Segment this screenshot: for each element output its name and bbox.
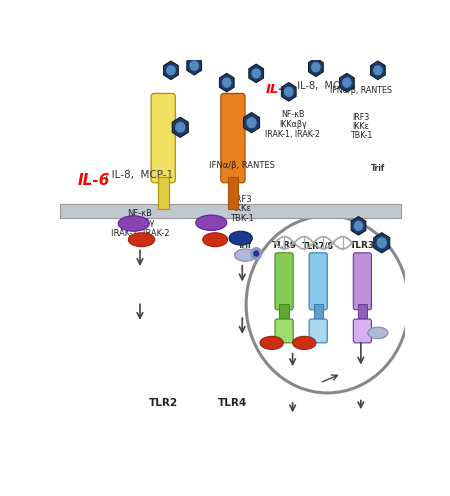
Text: MyD88: MyD88 [126, 257, 157, 266]
Ellipse shape [260, 336, 284, 349]
Polygon shape [249, 64, 264, 83]
Text: TBK-1: TBK-1 [230, 213, 254, 223]
FancyBboxPatch shape [221, 93, 245, 183]
Bar [60, 204, 401, 218]
Bar [279, 305, 289, 324]
FancyBboxPatch shape [275, 253, 293, 310]
Text: IRF3: IRF3 [233, 195, 252, 204]
Ellipse shape [234, 249, 256, 261]
Text: Tram: Tram [230, 258, 252, 267]
Text: Trif: Trif [238, 242, 252, 250]
Circle shape [377, 238, 386, 248]
Text: TLR2: TLR2 [148, 398, 178, 408]
Circle shape [167, 66, 175, 75]
Polygon shape [243, 113, 260, 133]
Text: Mal/TIRAP: Mal/TIRAP [113, 274, 154, 280]
Polygon shape [339, 73, 354, 92]
Circle shape [343, 78, 351, 87]
Ellipse shape [368, 327, 388, 339]
Text: IRF3: IRF3 [352, 113, 369, 122]
Text: IRAK-1, IRAK-2: IRAK-1, IRAK-2 [265, 129, 320, 138]
Polygon shape [351, 217, 366, 235]
Text: , IL-8,  MCP-1: , IL-8, MCP-1 [105, 171, 173, 181]
Text: Trif: Trif [371, 164, 385, 173]
Text: IKKαβγ: IKKαβγ [279, 120, 306, 128]
Text: IFNα/β, RANTES: IFNα/β, RANTES [209, 161, 275, 170]
Circle shape [374, 66, 382, 75]
Circle shape [312, 62, 320, 72]
Bar [358, 305, 367, 324]
FancyBboxPatch shape [309, 319, 327, 343]
Polygon shape [172, 117, 188, 137]
Circle shape [355, 221, 363, 230]
Circle shape [252, 69, 260, 78]
Text: TLR4: TLR4 [218, 398, 248, 408]
Circle shape [251, 248, 261, 259]
Text: MyD88: MyD88 [200, 257, 230, 266]
Text: NF-κB: NF-κB [127, 209, 153, 218]
Text: IFNα/β, RANTES: IFNα/β, RANTES [330, 86, 392, 95]
Text: TBK-1: TBK-1 [350, 131, 372, 140]
Circle shape [254, 251, 259, 256]
Text: Mal/TIRAP: Mal/TIRAP [191, 275, 232, 281]
Ellipse shape [196, 215, 227, 231]
Text: IRAK-1, IRAK-2: IRAK-1, IRAK-2 [111, 229, 169, 238]
Text: MyD88: MyD88 [291, 155, 318, 161]
Ellipse shape [292, 336, 316, 349]
Ellipse shape [118, 216, 149, 231]
Circle shape [223, 78, 231, 87]
FancyBboxPatch shape [151, 93, 176, 183]
Text: IKKε: IKKε [233, 204, 251, 213]
Bar [158, 177, 169, 209]
Polygon shape [374, 233, 390, 253]
FancyBboxPatch shape [353, 319, 371, 343]
Ellipse shape [202, 233, 228, 247]
Text: MyD88: MyD88 [258, 155, 285, 161]
Bar [314, 305, 323, 324]
Polygon shape [219, 73, 234, 92]
Text: IL-6: IL-6 [266, 83, 293, 96]
FancyBboxPatch shape [353, 253, 371, 310]
Polygon shape [309, 58, 323, 76]
Circle shape [247, 118, 256, 127]
Polygon shape [187, 57, 202, 75]
Polygon shape [281, 82, 296, 101]
Text: NF-κB: NF-κB [281, 110, 304, 120]
Text: TLR9: TLR9 [271, 242, 297, 250]
Text: IKKε: IKKε [352, 122, 369, 131]
Text: TLR3: TLR3 [350, 242, 375, 250]
Circle shape [285, 87, 293, 96]
FancyBboxPatch shape [309, 253, 327, 310]
Text: , IL-8,  MCP-1: , IL-8, MCP-1 [291, 81, 355, 91]
Text: IL-6: IL-6 [78, 174, 110, 188]
Text: IKKαβγ: IKKαβγ [125, 218, 155, 227]
Bar [228, 177, 238, 209]
Polygon shape [163, 61, 178, 80]
Circle shape [176, 123, 184, 132]
FancyBboxPatch shape [275, 319, 293, 343]
Ellipse shape [128, 233, 155, 247]
Ellipse shape [229, 231, 252, 245]
Text: TLR7/8: TLR7/8 [302, 242, 334, 250]
Polygon shape [370, 61, 385, 80]
Circle shape [190, 61, 198, 70]
